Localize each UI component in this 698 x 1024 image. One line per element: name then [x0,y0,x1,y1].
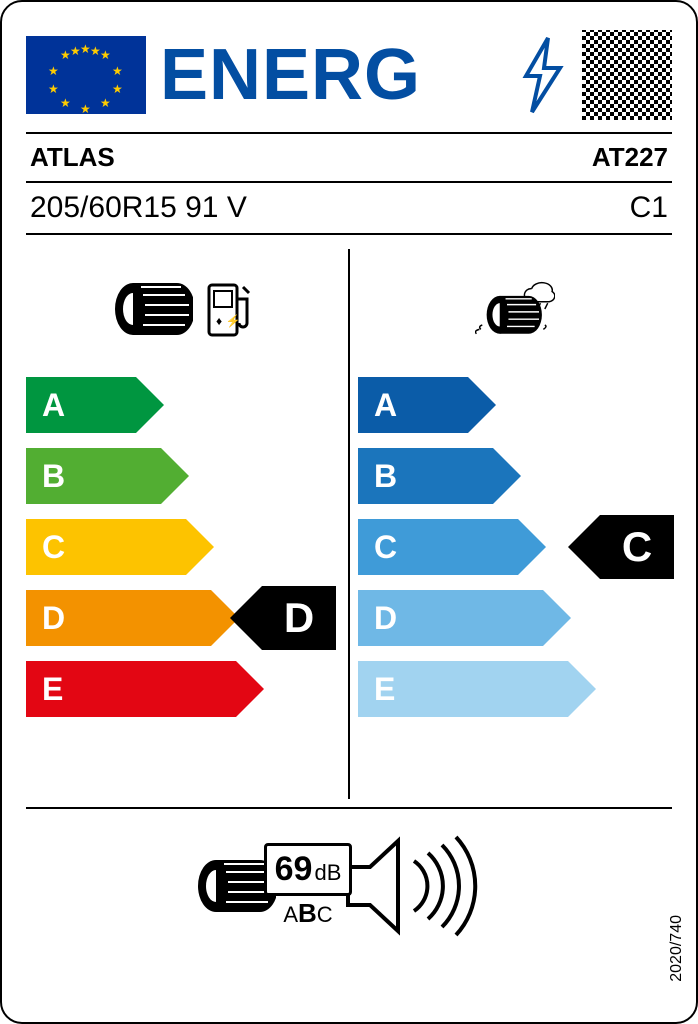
noise-class-a: A [283,902,298,927]
eu-tyre-label: ★ ★ ★ ★ ★ ★ ★ ★ ★ ★ ★ ★ ENERG ATLAS AT22… [0,0,698,1024]
tyre-icon [113,281,193,337]
grade-letter: D [42,600,65,637]
noise-value: 69 [275,850,313,888]
noise-info-box: 69dB ABC [264,843,353,929]
fuel-rating-indicator: D [262,586,336,650]
grade-letter: C [42,529,65,566]
qr-code-icon [582,30,672,120]
header-row: ★ ★ ★ ★ ★ ★ ★ ★ ★ ★ ★ ★ ENERG [26,30,672,120]
fuel-arrows: ABCDE [26,377,340,717]
grade-arrow-b: B [358,448,493,504]
model-code: AT227 [592,142,668,173]
energy-title: ENERG [160,34,504,116]
rating-charts: ♦ ⚡ ABCDE D [26,249,672,799]
grade-letter: C [374,529,397,566]
grade-letter: A [42,387,65,424]
grade-letter: A [374,387,397,424]
wet-rating-letter: C [622,523,652,571]
grade-arrow-d: D [358,590,543,646]
grade-letter: B [42,458,65,495]
grade-arrow-c: C [26,519,186,575]
spec-row: 205/60R15 91 V C1 [26,181,672,235]
grade-letter: B [374,458,397,495]
noise-class-c: C [317,902,333,927]
tyre-rain-icon [475,281,555,337]
tyre-class: C1 [630,191,668,225]
noise-class-b: B [298,898,317,928]
bolt-icon [518,36,568,114]
fuel-rating-letter: D [284,594,314,642]
tyre-specification: 205/60R15 91 V [30,191,247,225]
fuel-efficiency-chart: ♦ ⚡ ABCDE D [26,249,350,799]
brand-model-row: ATLAS AT227 [26,132,672,181]
wet-grip-chart: ABCDE C [350,249,672,799]
grade-arrow-e: E [26,661,236,717]
eu-flag-icon: ★ ★ ★ ★ ★ ★ ★ ★ ★ ★ ★ ★ [26,36,146,114]
noise-section: 69dB ABC [26,807,672,941]
wet-rating-indicator: C [600,515,674,579]
speaker-icon [342,831,502,941]
grade-arrow-d: D [26,590,211,646]
grade-arrow-a: A [26,377,136,433]
noise-class-row: ABC [264,898,353,929]
grade-letter: E [374,671,395,708]
noise-value-box: 69dB [264,843,353,896]
fuel-pump-icon: ♦ ⚡ [205,279,253,339]
wet-icon-row [358,259,672,359]
grade-arrow-b: B [26,448,161,504]
svg-text:♦ ⚡: ♦ ⚡ [216,314,240,328]
fuel-icon-row: ♦ ⚡ [26,259,340,359]
grade-letter: E [42,671,63,708]
regulation-number: 2020/740 [668,915,686,982]
grade-arrow-c: C [358,519,518,575]
grade-arrow-a: A [358,377,468,433]
noise-unit: dB [314,860,341,885]
brand-name: ATLAS [30,142,115,173]
grade-letter: D [374,600,397,637]
grade-arrow-e: E [358,661,568,717]
